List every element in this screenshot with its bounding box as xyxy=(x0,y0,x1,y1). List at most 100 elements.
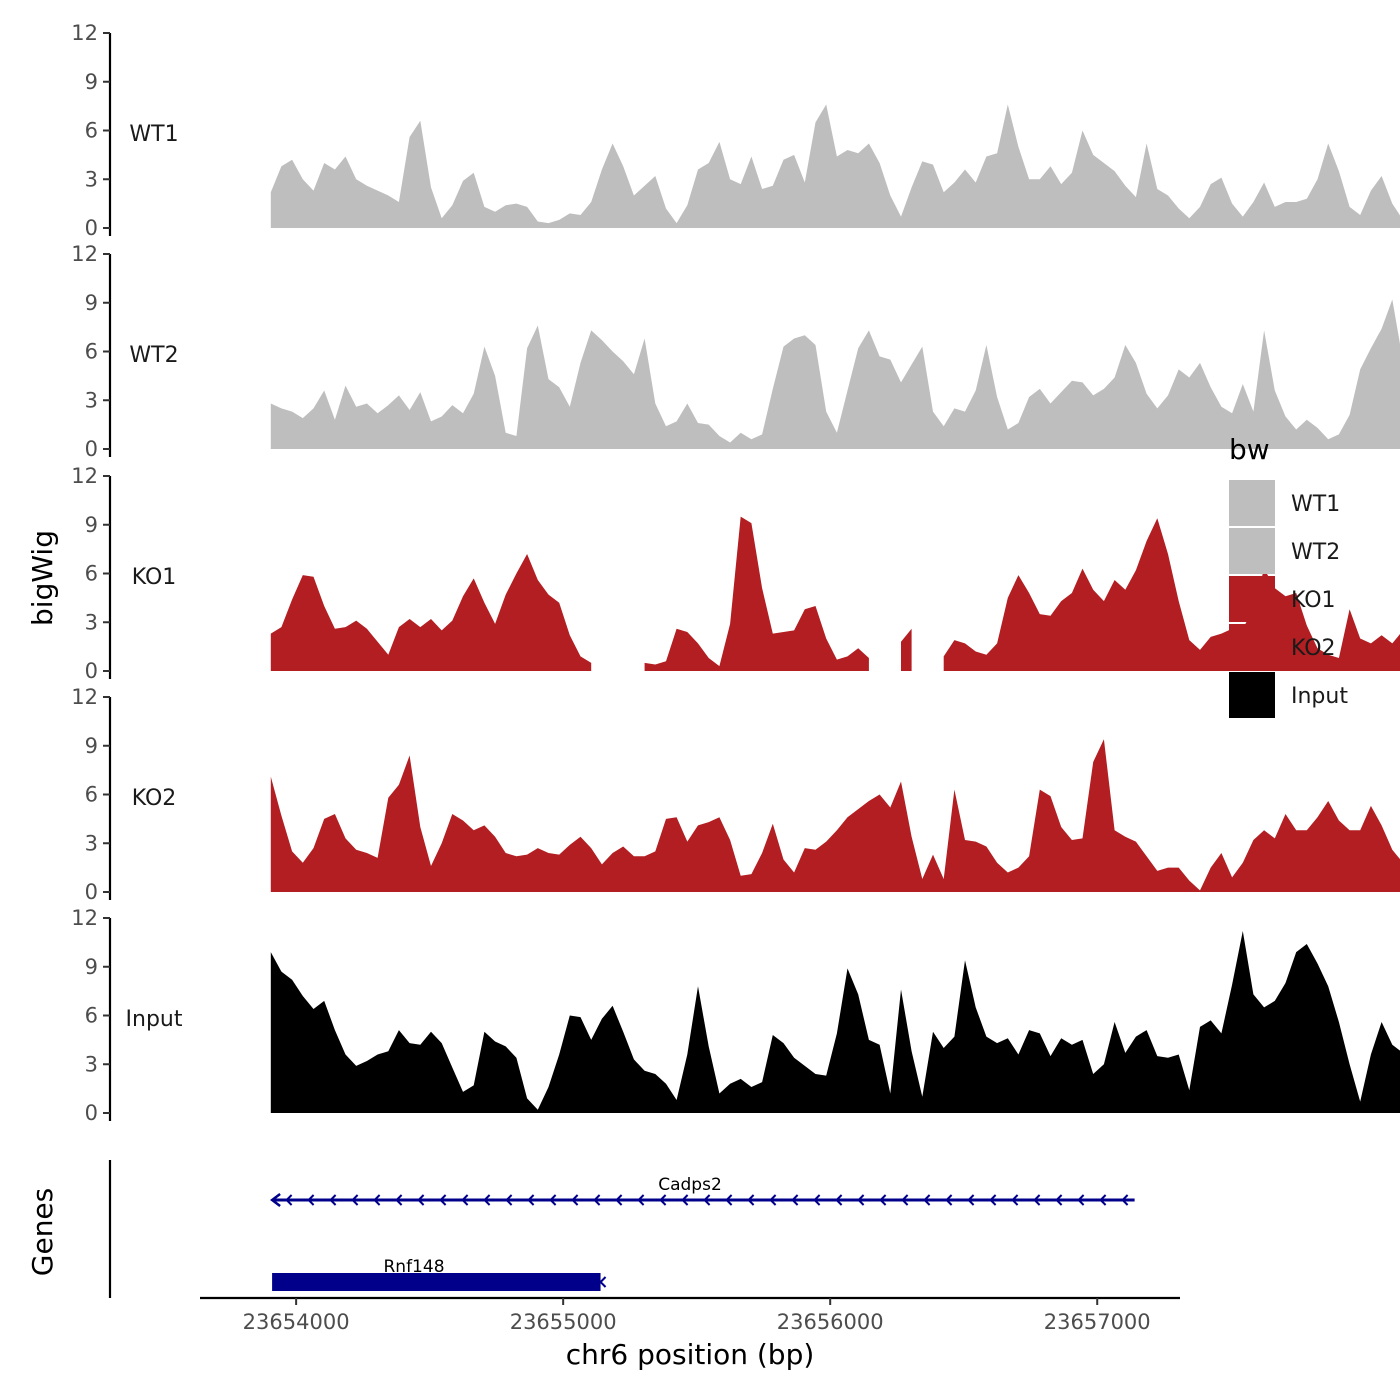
strand-arrow xyxy=(725,1194,733,1206)
y-tick-label: 3 xyxy=(85,831,98,855)
y-tick-label: 6 xyxy=(85,340,98,364)
gene-label: Cadps2 xyxy=(658,1175,722,1195)
y-tick-label: 12 xyxy=(71,685,98,709)
strand-arrow xyxy=(373,1194,381,1206)
gene-exon xyxy=(272,1273,601,1291)
legend: bw WT1 WT2 KO1 KO2 Input xyxy=(1229,433,1348,718)
strand-arrow xyxy=(417,1194,425,1206)
y-tick-label: 6 xyxy=(85,119,98,143)
x-axis-title: chr6 position (bp) xyxy=(566,1338,815,1371)
coverage-area-input xyxy=(270,931,1400,1113)
genes-panel: Cadps2 Rnf148 xyxy=(108,1160,1135,1298)
legend-key-input xyxy=(1229,672,1275,718)
strand-arrow xyxy=(1033,1194,1041,1206)
strand-arrow xyxy=(835,1194,843,1206)
legend-label-ko2: KO2 xyxy=(1291,636,1336,661)
legend-key-wt2 xyxy=(1229,528,1275,574)
y-tick-label: 0 xyxy=(85,216,98,240)
strand-arrow xyxy=(791,1194,799,1206)
strand-arrow xyxy=(599,1276,607,1288)
legend-title: bw xyxy=(1229,433,1270,466)
strand-arrow xyxy=(527,1194,535,1206)
strand-arrow xyxy=(681,1194,689,1206)
track-label-input: Input xyxy=(126,1007,183,1032)
y-tick-label: 0 xyxy=(85,880,98,904)
strand-arrow xyxy=(329,1194,337,1206)
strand-arrow xyxy=(270,1193,281,1207)
strand-arrow xyxy=(901,1194,909,1206)
strand-arrow xyxy=(439,1194,447,1206)
x-tick-label: 23657000 xyxy=(1044,1310,1151,1334)
strand-arrow xyxy=(747,1194,755,1206)
coverage-area-wt2 xyxy=(270,299,1400,449)
strand-arrow xyxy=(967,1194,975,1206)
legend-label-ko1: KO1 xyxy=(1291,588,1336,613)
legend-key-ko2 xyxy=(1229,624,1275,670)
coverage-area-ko1 xyxy=(270,516,1400,671)
y-tick-label: 0 xyxy=(85,659,98,683)
legend-label-input: Input xyxy=(1291,684,1348,709)
strand-arrow xyxy=(989,1194,997,1206)
track-label-wt2: WT2 xyxy=(129,343,178,368)
track-panel-wt1: 0 3 6 9 12 WT1 xyxy=(71,21,1400,240)
strand-arrow xyxy=(1055,1194,1063,1206)
strand-arrow xyxy=(505,1194,513,1206)
gene-label: Rnf148 xyxy=(383,1257,444,1277)
legend-label-wt1: WT1 xyxy=(1291,492,1340,517)
strand-arrow xyxy=(637,1194,645,1206)
y-tick-label: 3 xyxy=(85,167,98,191)
track-panel-wt2: 0 3 6 9 12 WT2 xyxy=(71,242,1400,461)
track-label-ko2: KO2 xyxy=(132,786,177,811)
x-tick-label: 23654000 xyxy=(243,1310,350,1334)
y-tick-label: 6 xyxy=(85,562,98,586)
y-tick-label: 12 xyxy=(71,242,98,266)
strand-arrow xyxy=(483,1194,491,1206)
coverage-area-ko2 xyxy=(270,739,1400,892)
y-tick-label: 12 xyxy=(71,21,98,45)
coverage-area-wt1 xyxy=(270,104,1400,228)
strand-arrow xyxy=(659,1194,667,1206)
track-panel-ko2: 0 3 6 9 12 KO2 xyxy=(71,685,1400,904)
track-panel-ko1: 0 3 6 9 12 KO1 xyxy=(71,464,1400,683)
y-tick-label: 12 xyxy=(71,906,98,930)
y-tick-label: 3 xyxy=(85,610,98,634)
strand-arrow xyxy=(1077,1194,1085,1206)
track-label-ko1: KO1 xyxy=(132,565,177,590)
strand-arrow xyxy=(813,1194,821,1206)
strand-arrow xyxy=(615,1194,623,1206)
strand-arrow xyxy=(923,1194,931,1206)
y-tick-label: 3 xyxy=(85,1052,98,1076)
strand-arrow xyxy=(593,1194,601,1206)
y-axis-title: bigWig xyxy=(26,530,59,626)
y-tick-label: 9 xyxy=(85,70,98,94)
x-tick-label: 23655000 xyxy=(510,1310,617,1334)
y-tick-label: 3 xyxy=(85,388,98,412)
y-tick-label: 9 xyxy=(85,734,98,758)
strand-arrow xyxy=(395,1194,403,1206)
x-axis: 23654000 23655000 23656000 23657000 xyxy=(200,1296,1180,1334)
strand-arrow xyxy=(351,1194,359,1206)
strand-arrow xyxy=(1099,1194,1107,1206)
y-tick-label: 6 xyxy=(85,783,98,807)
strand-arrow xyxy=(1121,1194,1129,1206)
y-tick-label: 9 xyxy=(85,955,98,979)
genes-axis-title: Genes xyxy=(26,1188,59,1276)
strand-arrow xyxy=(857,1194,865,1206)
strand-arrow xyxy=(879,1194,887,1206)
gene-rnf148: Rnf148 xyxy=(272,1257,607,1291)
legend-key-wt1 xyxy=(1229,480,1275,526)
strand-arrow xyxy=(307,1194,315,1206)
y-tick-label: 0 xyxy=(85,437,98,461)
strand-arrow xyxy=(549,1194,557,1206)
track-label-wt1: WT1 xyxy=(129,122,178,147)
strand-arrow xyxy=(769,1194,777,1206)
y-tick-label: 12 xyxy=(71,464,98,488)
strand-arrow xyxy=(945,1194,953,1206)
y-tick-label: 9 xyxy=(85,513,98,537)
y-tick-label: 6 xyxy=(85,1004,98,1028)
gene-cadps2: Cadps2 xyxy=(270,1175,1135,1207)
legend-label-wt2: WT2 xyxy=(1291,540,1340,565)
legend-key-ko1 xyxy=(1229,576,1275,622)
strand-arrow xyxy=(571,1194,579,1206)
